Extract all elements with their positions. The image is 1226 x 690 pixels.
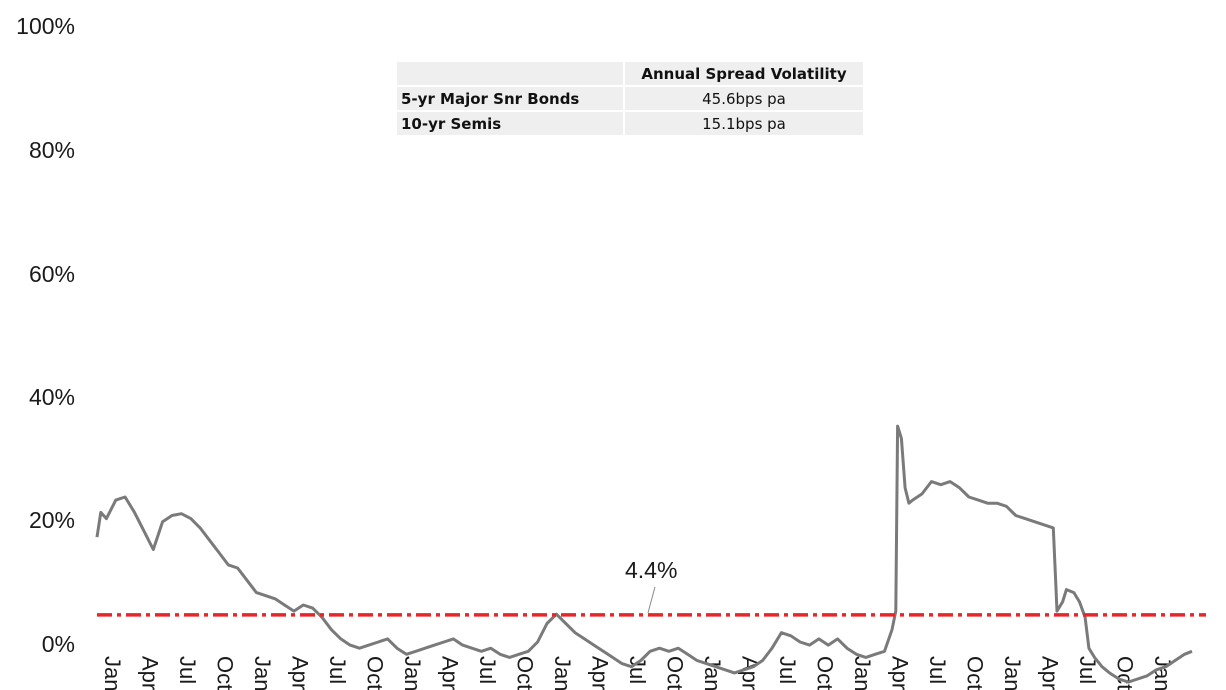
y-tick-label: 60% bbox=[29, 261, 75, 287]
average-label: 4.4% bbox=[625, 557, 677, 583]
x-tick-label: Oct bbox=[663, 656, 688, 690]
table-row: 5-yr Major Snr Bonds 45.6bps pa bbox=[397, 87, 863, 110]
table-row-label: 5-yr Major Snr Bonds bbox=[397, 87, 623, 110]
y-tick-label: 100% bbox=[16, 13, 75, 39]
x-tick-label: Jan bbox=[100, 656, 125, 690]
x-tick-label: Jul bbox=[175, 656, 200, 684]
series-layer bbox=[95, 424, 1193, 684]
x-tick-label: Apr bbox=[288, 656, 313, 690]
y-tick-label: 40% bbox=[29, 384, 75, 410]
table-row-value: 15.1bps pa bbox=[625, 112, 863, 135]
table-row: 10-yr Semis 15.1bps pa bbox=[397, 112, 863, 135]
x-axis-ticks: Jan Apr Jul Oct Jan Apr Jul Oct Jan Apr Jul Oct Jan A… bbox=[100, 656, 1175, 690]
x-tick-label: Apr bbox=[738, 656, 763, 690]
x-tick-label: Jan bbox=[700, 656, 725, 690]
table-header-row: Annual Spread Volatility bbox=[397, 62, 863, 85]
x-tick-label: Oct bbox=[813, 656, 838, 690]
x-tick-label: Apr bbox=[588, 656, 613, 690]
series-line bbox=[95, 424, 1193, 684]
x-tick-label: Oct bbox=[513, 656, 538, 690]
table-row-label: 10-yr Semis bbox=[397, 112, 623, 135]
table-header-cell: Annual Spread Volatility bbox=[625, 62, 863, 85]
x-tick-label: Apr bbox=[888, 656, 913, 690]
x-tick-label: Oct bbox=[963, 656, 988, 690]
y-tick-label: 20% bbox=[29, 507, 75, 533]
x-tick-label: Jan bbox=[400, 656, 425, 690]
x-tick-label: Jul bbox=[625, 656, 650, 684]
average-label-leader bbox=[647, 586, 656, 613]
table-row-value: 45.6bps pa bbox=[625, 87, 863, 110]
x-tick-label: Jul bbox=[475, 656, 500, 684]
x-tick-label: Apr bbox=[438, 656, 463, 690]
x-tick-label: Oct bbox=[1113, 656, 1138, 690]
x-tick-label: Jul bbox=[925, 656, 950, 684]
x-tick-label: Jul bbox=[325, 656, 350, 684]
volatility-table: Annual Spread Volatility 5-yr Major Snr … bbox=[395, 60, 865, 137]
x-tick-label: Jul bbox=[775, 656, 800, 684]
x-tick-label: Apr bbox=[1038, 656, 1063, 690]
x-tick-label: Oct bbox=[363, 656, 388, 690]
x-tick-label: Jan bbox=[1000, 656, 1025, 690]
x-tick-label: Jan bbox=[250, 656, 275, 690]
x-tick-label: Oct bbox=[213, 656, 238, 690]
y-axis-ticks: 100% 80% 60% 40% 20% 0% bbox=[16, 13, 75, 657]
x-tick-label: Jan bbox=[850, 656, 875, 690]
x-tick-label: Jan bbox=[550, 656, 575, 690]
y-tick-label: 80% bbox=[29, 137, 75, 163]
y-tick-label: 0% bbox=[42, 631, 75, 657]
table-corner-cell bbox=[397, 62, 623, 85]
x-tick-label: Apr bbox=[138, 656, 163, 690]
